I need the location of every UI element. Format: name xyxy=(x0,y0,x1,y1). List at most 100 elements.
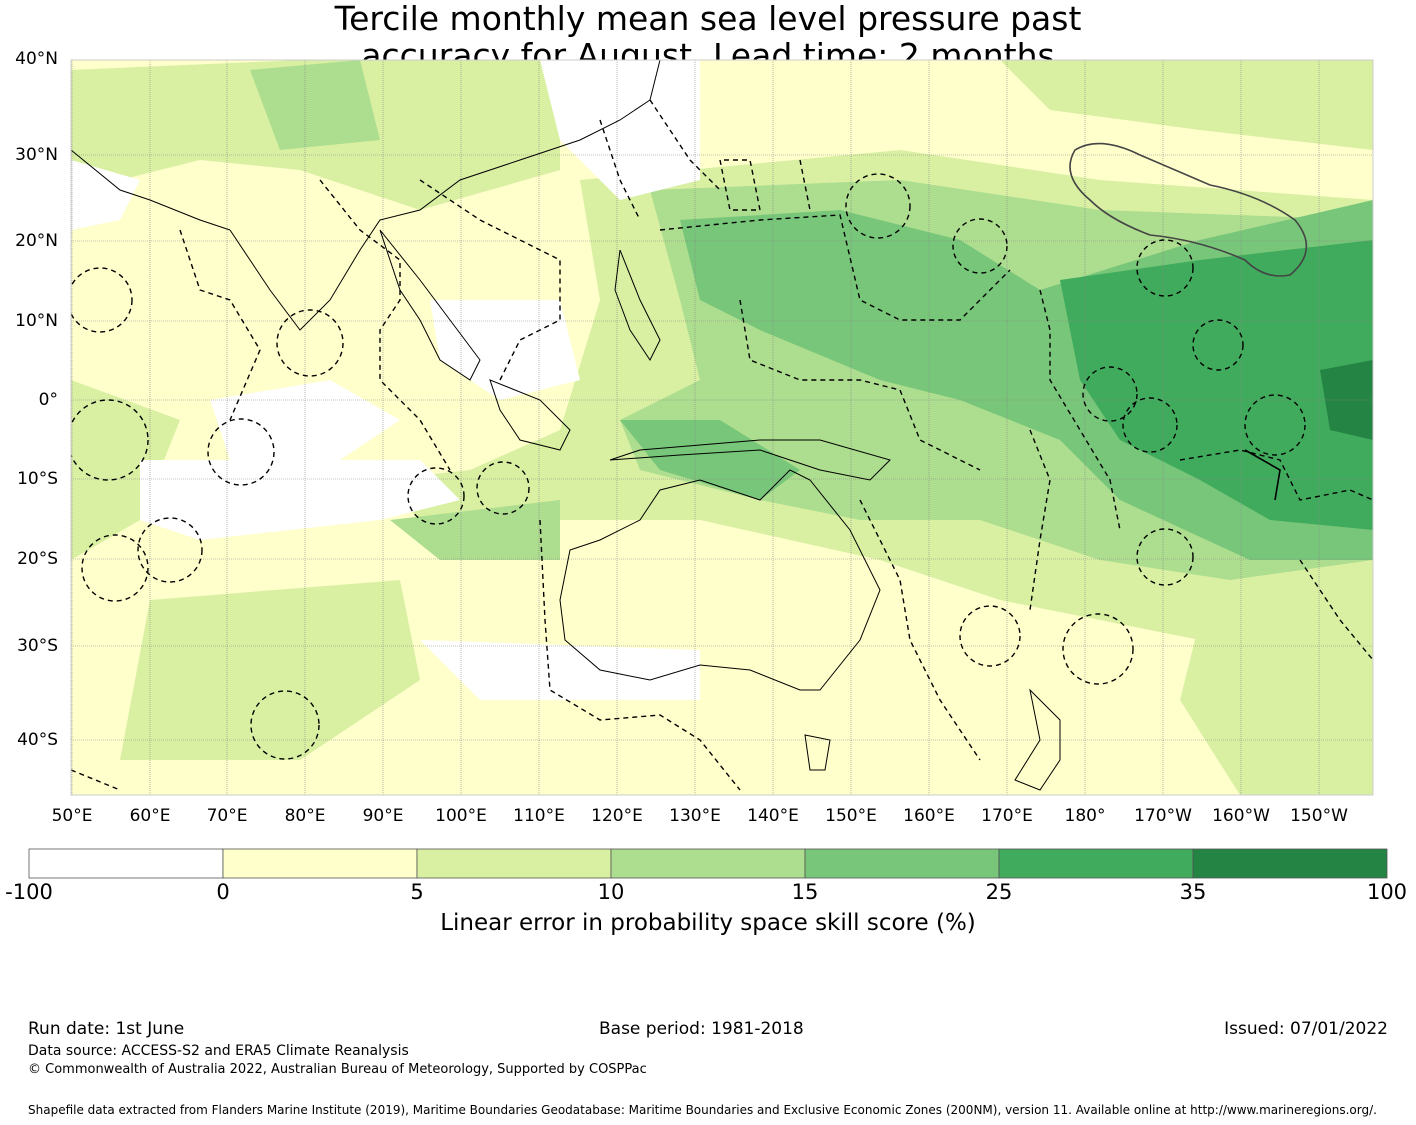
eez-line xyxy=(419,179,561,381)
shapefile-credit: Shapefile data extracted from Flanders M… xyxy=(28,1103,1377,1117)
eez-circle xyxy=(71,267,133,333)
eez-line xyxy=(739,299,981,471)
lon-label: 90°E xyxy=(362,806,404,826)
colorbar-label: Linear error in probability space skill … xyxy=(440,910,976,936)
eez-circle xyxy=(1244,394,1306,456)
coastlines xyxy=(71,60,1061,791)
lon-label: 170°W xyxy=(1134,806,1192,826)
eez-boundaries xyxy=(71,99,1373,791)
eez-line xyxy=(599,119,641,221)
colorbar-segment xyxy=(804,848,1000,879)
skill-zone-negative xyxy=(540,60,700,200)
eez-line xyxy=(1179,449,1373,501)
base-period: Base period: 1981-2018 xyxy=(599,1019,804,1039)
lon-label: 130°E xyxy=(669,806,721,826)
skill-zone-negative xyxy=(420,640,700,700)
colorbar-segment xyxy=(610,848,806,879)
lon-label: 160°E xyxy=(903,806,955,826)
eez-circle xyxy=(476,461,530,515)
skill-zone-5-10 xyxy=(71,380,180,560)
colorbar-tick: 25 xyxy=(985,880,1013,904)
eez-circle xyxy=(959,605,1021,667)
colorbar-segment xyxy=(28,848,224,879)
chart-title-line-1: Tercile monthly mean sea level pressure … xyxy=(334,0,1082,38)
graticule xyxy=(71,60,1373,795)
eez-circle xyxy=(407,467,465,525)
data-source: Data source: ACCESS-S2 and ERA5 Climate … xyxy=(28,1043,409,1059)
eez-line xyxy=(539,519,741,791)
skill-zone-35-100 xyxy=(1320,360,1373,440)
lon-label: 180° xyxy=(1064,806,1106,826)
eez-circle xyxy=(250,690,320,760)
map-frame xyxy=(70,59,1374,796)
eez-line xyxy=(659,214,1011,321)
issued-date: Issued: 07/01/2022 xyxy=(1224,1019,1388,1039)
asia-coast xyxy=(229,60,661,331)
lat-label: 40°N xyxy=(15,49,58,69)
skill-zone-25-35 xyxy=(1060,240,1373,530)
lon-label: 100°E xyxy=(435,806,487,826)
eez-circle xyxy=(1136,239,1194,297)
eez-circle xyxy=(1062,613,1134,685)
skill-zone-5-10 xyxy=(1180,600,1373,795)
lon-label: 150°W xyxy=(1290,806,1348,826)
se-asia-coast xyxy=(379,229,481,381)
eez-line xyxy=(1029,429,1051,611)
arabia-coast xyxy=(71,149,231,231)
lon-label: 60°E xyxy=(129,806,171,826)
skill-zone-5-10 xyxy=(1000,60,1373,150)
lat-label: 20°S xyxy=(17,549,58,569)
skill-zone-negative xyxy=(140,460,460,540)
lon-label: 50°E xyxy=(51,806,93,826)
colorbar-tick: -100 xyxy=(5,880,53,904)
colorbar-tick: 10 xyxy=(597,880,625,904)
lon-label: 150°E xyxy=(825,806,877,826)
skill-zone-negative xyxy=(430,300,580,400)
skill-zone-15-25 xyxy=(620,420,800,500)
eez-line xyxy=(1299,559,1373,661)
eez-circle xyxy=(845,173,911,239)
colorbar-segment xyxy=(998,848,1194,879)
lat-label: 10°S xyxy=(17,469,58,489)
hawaii-eez-boundary xyxy=(1069,142,1308,277)
eez-line xyxy=(1039,289,1121,531)
lon-label: 140°E xyxy=(747,806,799,826)
eez-line xyxy=(649,99,721,191)
australia-coast xyxy=(559,469,881,691)
eez-circle xyxy=(137,517,203,583)
eez-circle xyxy=(1122,397,1178,453)
colorbar-tick: 5 xyxy=(410,880,424,904)
colorbar-segment xyxy=(416,848,612,879)
map-plot-area xyxy=(71,60,1373,795)
eez-line xyxy=(179,229,261,421)
lat-label: 30°N xyxy=(15,145,58,165)
lat-label: 0° xyxy=(38,390,58,410)
lat-label: 10°N xyxy=(15,311,58,331)
colorbar-tick: 100 xyxy=(1366,880,1408,904)
colorbar xyxy=(28,848,1388,879)
eez-circle xyxy=(276,309,344,377)
borneo-coast xyxy=(489,379,571,451)
eez-circle xyxy=(207,418,275,486)
lat-label: 40°S xyxy=(17,730,58,750)
tasmania-coast xyxy=(804,734,831,771)
copyright-notice: © Commonwealth of Australia 2022, Austra… xyxy=(28,1062,647,1077)
skill-zone-10-15 xyxy=(390,500,560,560)
lat-label: 20°N xyxy=(15,231,58,251)
skill-zone-10-15 xyxy=(250,60,380,150)
philippines-coast xyxy=(614,249,661,361)
colorbar-tick: 15 xyxy=(791,880,819,904)
colorbar-tick: 35 xyxy=(1179,880,1207,904)
lon-label: 80°E xyxy=(284,806,326,826)
lon-label: 170°E xyxy=(981,806,1033,826)
eez-circle xyxy=(1192,319,1244,371)
lat-label: 30°S xyxy=(17,636,58,656)
eez-line xyxy=(319,179,451,471)
skill-zone-5-10 xyxy=(120,580,420,760)
run-date: Run date: 1st June xyxy=(28,1019,185,1039)
lon-label: 70°E xyxy=(206,806,248,826)
lon-label: 110°E xyxy=(513,806,565,826)
colorbar-segment xyxy=(222,848,418,879)
skill-zone-negative xyxy=(71,160,140,230)
